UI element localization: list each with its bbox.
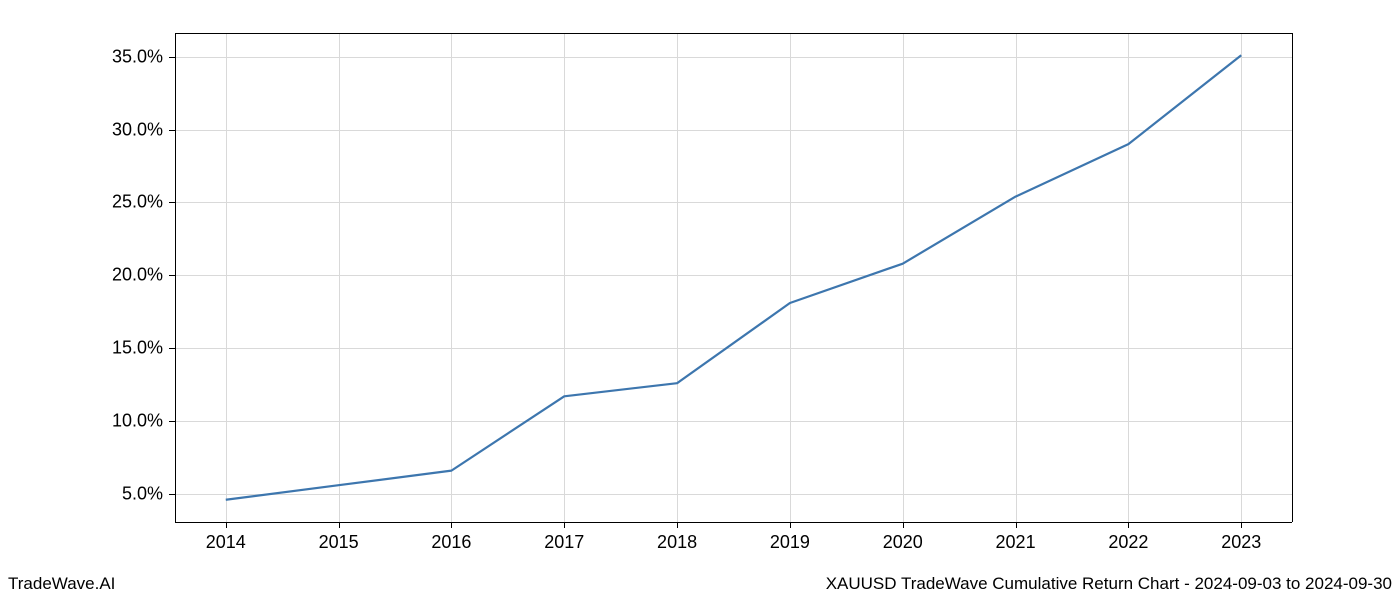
axis-spine (175, 522, 1292, 523)
y-tick-label: 25.0% (112, 192, 163, 213)
x-tick-label: 2020 (883, 532, 923, 553)
y-tick-label: 35.0% (112, 46, 163, 67)
x-tick-label: 2016 (431, 532, 471, 553)
footer-left-text: TradeWave.AI (8, 574, 115, 594)
x-tick-label: 2019 (770, 532, 810, 553)
chart-container: 2014 2015 2016 2017 2018 2019 2020 2021 2022 2023… (0, 0, 1400, 600)
data-line (226, 55, 1241, 500)
x-tick-label: 2015 (319, 532, 359, 553)
y-tick-label: 15.0% (112, 338, 163, 359)
x-tick-label: 2014 (206, 532, 246, 553)
footer-right-text: XAUUSD TradeWave Cumulative Return Chart… (826, 574, 1392, 594)
line-series (175, 33, 1292, 522)
x-tick-label: 2018 (657, 532, 697, 553)
y-tick-label: 5.0% (122, 483, 163, 504)
x-tick-label: 2023 (1221, 532, 1261, 553)
y-tick-label: 10.0% (112, 411, 163, 432)
plot-area: 2014201520162017201820192020202120222023… (175, 33, 1292, 522)
x-tick-label: 2022 (1108, 532, 1148, 553)
x-tick-label: 2021 (996, 532, 1036, 553)
y-tick-label: 30.0% (112, 119, 163, 140)
axis-spine (1292, 33, 1293, 522)
x-tick-label: 2017 (544, 532, 584, 553)
y-tick-label: 20.0% (112, 265, 163, 286)
